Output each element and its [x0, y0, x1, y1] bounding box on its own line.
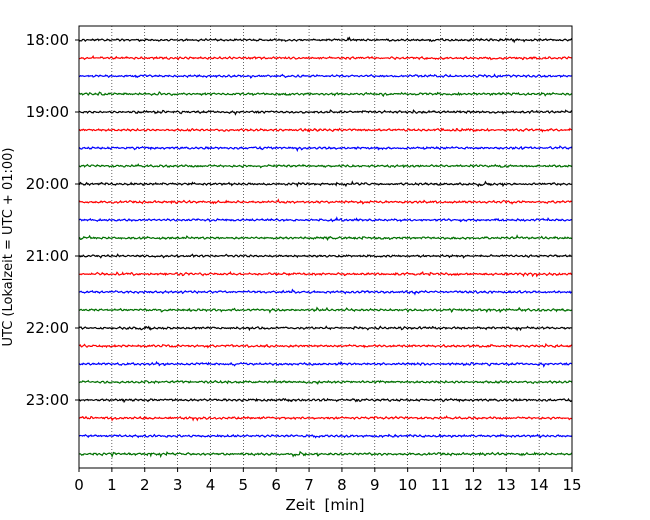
seismic-traces	[78, 36, 573, 459]
trace-line	[78, 342, 573, 349]
trace-line	[78, 270, 573, 278]
x-tick-label: 14	[530, 476, 549, 494]
trace-line	[78, 360, 573, 368]
trace-line	[78, 163, 573, 169]
minute-grid	[111, 26, 540, 468]
x-tick-label: 2	[140, 476, 150, 494]
y-tick-label: 19:00	[26, 103, 69, 121]
x-tick-label: 7	[304, 476, 314, 494]
trace-line	[78, 450, 573, 459]
trace-line	[78, 253, 573, 259]
y-tick-label: 18:00	[26, 31, 69, 49]
trace-line	[78, 433, 573, 439]
trace-line	[78, 234, 573, 242]
x-tick-label: 8	[337, 476, 347, 494]
x-tick-label: 0	[74, 476, 84, 494]
y-axis-label: UTC (Lokalzeit = UTC + 01:00)	[1, 148, 16, 347]
trace-line	[78, 55, 573, 61]
x-tick-label: 3	[173, 476, 183, 494]
trace-line	[78, 378, 573, 386]
x-tick-label: 15	[562, 476, 581, 494]
x-axis-label: Zeit [min]	[285, 496, 364, 514]
trace-line	[78, 180, 573, 188]
y-tick-label: 23:00	[26, 391, 69, 409]
trace-line	[78, 216, 573, 223]
trace-line	[78, 36, 573, 44]
x-tick-label: 5	[239, 476, 249, 494]
x-tick-label: 6	[271, 476, 281, 494]
y-tick-label: 21:00	[26, 247, 69, 265]
y-axis: 18:00 19:00 20:00 21:00 22:00 23:00	[26, 31, 79, 409]
x-axis: 0 1 2 3 4 5 6 7 8 9 10 11 12 13 14 15	[74, 468, 582, 494]
trace-line	[78, 306, 573, 314]
trace-line	[78, 397, 573, 404]
y-tick-label: 22:00	[26, 319, 69, 337]
trace-line	[78, 73, 573, 79]
x-tick-label: 4	[206, 476, 216, 494]
x-tick-label: 11	[431, 476, 450, 494]
trace-line	[78, 127, 573, 133]
trace-line	[78, 325, 573, 332]
trace-line	[78, 198, 573, 205]
x-tick-label: 9	[370, 476, 380, 494]
x-tick-label: 12	[464, 476, 483, 494]
trace-line	[78, 91, 573, 98]
trace-line	[78, 145, 573, 153]
x-tick-label: 13	[497, 476, 516, 494]
x-tick-label: 10	[398, 476, 417, 494]
trace-line	[78, 109, 573, 116]
trace-line	[78, 415, 573, 422]
trace-line	[78, 288, 573, 296]
plot-frame	[78, 25, 573, 469]
x-tick-label: 1	[107, 476, 117, 494]
y-tick-label: 20:00	[26, 175, 69, 193]
